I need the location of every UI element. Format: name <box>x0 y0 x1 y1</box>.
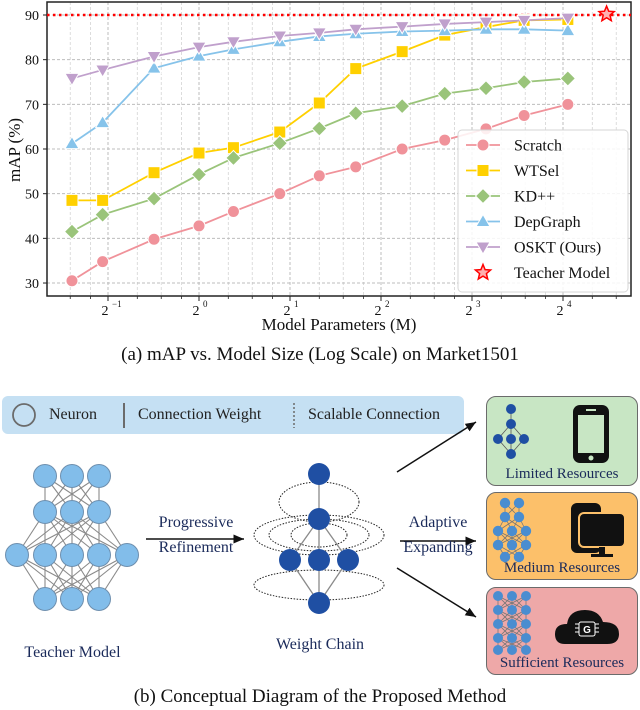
svg-text:60: 60 <box>25 143 39 158</box>
series-oskt-ours- <box>64 12 576 87</box>
phone-icon <box>573 405 609 463</box>
desktop-icon <box>571 503 626 557</box>
arrow-to-limited <box>396 421 477 473</box>
legend-entry-label: Scratch <box>514 138 562 155</box>
svg-text:mAP (%): mAP (%) <box>5 118 24 182</box>
svg-text:80: 80 <box>25 54 39 69</box>
svg-text:2: 2 <box>193 304 200 319</box>
svg-text:30: 30 <box>25 277 39 292</box>
chart-legend: Scratch WTSel KD++ DepGraph OSKT (Ours) Teach… <box>457 129 629 293</box>
series-teacher-model <box>597 4 617 23</box>
svg-text:1: 1 <box>294 299 299 309</box>
legend-entry-label: WTSel <box>514 163 560 180</box>
svg-text:−1: −1 <box>112 299 122 309</box>
sufficient-resources-label: Sufficient Resources <box>499 655 625 671</box>
weight-chain-label: Weight Chain <box>275 636 365 653</box>
cloud-gpu-icon: G <box>555 610 619 644</box>
legend-entry-label: Teacher Model <box>514 265 611 282</box>
progressive-label: Progressive <box>158 514 234 531</box>
svg-text:2: 2 <box>284 304 291 319</box>
arrow-to-sufficient <box>396 567 477 618</box>
expanding-label: Expanding <box>403 539 473 556</box>
legend-entry-label: KD++ <box>514 189 555 206</box>
svg-text:G: G <box>583 625 591 636</box>
weight-chain-network <box>253 463 385 614</box>
medium-resources-icons <box>492 497 626 563</box>
teacher-model-label: Teacher Model <box>24 644 121 661</box>
legend-neuron-label: Neuron <box>49 406 97 423</box>
svg-text:3: 3 <box>476 299 481 309</box>
svg-text:40: 40 <box>25 232 39 247</box>
svg-text:2: 2 <box>102 304 109 319</box>
series-scratch <box>65 97 575 288</box>
svg-text:50: 50 <box>25 188 39 203</box>
caption-a: (a) mAP vs. Model Size (Log Scale) on Ma… <box>121 344 519 365</box>
adaptive-label: Adaptive <box>408 514 468 531</box>
svg-text:70: 70 <box>25 98 39 113</box>
sufficient-resources-icons: G <box>493 591 619 655</box>
svg-text:2: 2 <box>375 304 382 319</box>
svg-text:0: 0 <box>203 299 208 309</box>
limited-resources-label: Limited Resources <box>505 466 619 482</box>
conceptual-diagram: Neuron Connection Weight Scalable Connec… <box>0 390 640 680</box>
sufficient-resources-box: G Sufficient Resources <box>486 587 638 675</box>
series-kd- <box>63 70 577 240</box>
medium-resources-box: Medium Resources <box>486 492 638 580</box>
svg-text:90: 90 <box>25 9 39 24</box>
legend-entry-label: DepGraph <box>514 214 581 231</box>
diagram-legend: Neuron Connection Weight Scalable Connec… <box>2 396 464 434</box>
svg-text:2: 2 <box>385 299 390 309</box>
legend-entry-label: OSKT (Ours) <box>514 240 601 257</box>
legend-connection-weight-label: Connection Weight <box>138 406 262 423</box>
limited-resources-icons <box>493 404 609 463</box>
neuron-legend-icon <box>12 403 36 427</box>
svg-text:4: 4 <box>567 299 572 309</box>
medium-resources-label: Medium Resources <box>503 560 621 576</box>
svg-text:Model Parameters (M): Model Parameters (M) <box>262 315 417 334</box>
svg-text:2: 2 <box>466 304 473 319</box>
svg-text:2: 2 <box>557 304 564 319</box>
teacher-model-network <box>5 464 139 611</box>
refinement-label: Refinement <box>158 539 234 556</box>
caption-b: (b) Conceptual Diagram of the Proposed M… <box>133 686 507 707</box>
legend-scalable-connection-label: Scalable Connection <box>308 406 440 423</box>
limited-resources-box: Limited Resources <box>486 396 638 486</box>
